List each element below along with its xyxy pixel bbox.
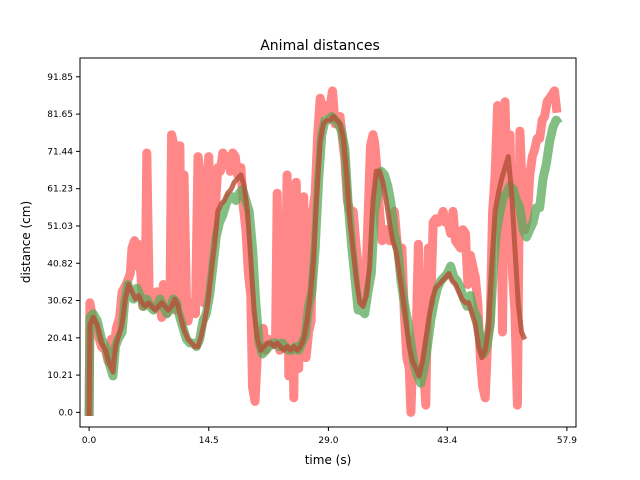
y-axis: 0.0 10.21 20.41 30.62 40.82 51.03 61.23 71.44 81… — [47, 73, 80, 418]
y-tick-label: 40.82 — [47, 259, 73, 269]
y-tick-label: 91.85 — [47, 73, 73, 83]
series-line-3 — [86, 114, 528, 417]
y-tick-label: 30.62 — [47, 297, 73, 307]
y-tick-label: 51.03 — [47, 222, 73, 232]
x-tick-label: 43.4 — [437, 436, 457, 446]
y-tick-label: 61.23 — [47, 185, 73, 195]
y-tick-label: 20.41 — [47, 334, 73, 344]
axes-frame — [79, 57, 577, 428]
y-tick-label: 0.0 — [59, 408, 74, 418]
x-axis-label: time (s) — [305, 453, 352, 467]
y-tick-label: 81.65 — [47, 110, 73, 120]
y-tick-label: 71.44 — [47, 147, 73, 157]
y-tick-label: 10.21 — [47, 371, 73, 381]
x-axis: 0.0 14.5 29.0 43.4 57.9 — [82, 427, 577, 446]
x-tick-label: 57.9 — [557, 436, 577, 446]
x-tick-label: 14.5 — [199, 436, 219, 446]
plot-area — [84, 86, 563, 417]
x-tick-label: 0.0 — [82, 436, 97, 446]
y-axis-label: distance (cm) — [19, 201, 33, 283]
chart-title: Animal distances — [260, 38, 380, 54]
x-tick-label: 29.0 — [318, 436, 338, 446]
